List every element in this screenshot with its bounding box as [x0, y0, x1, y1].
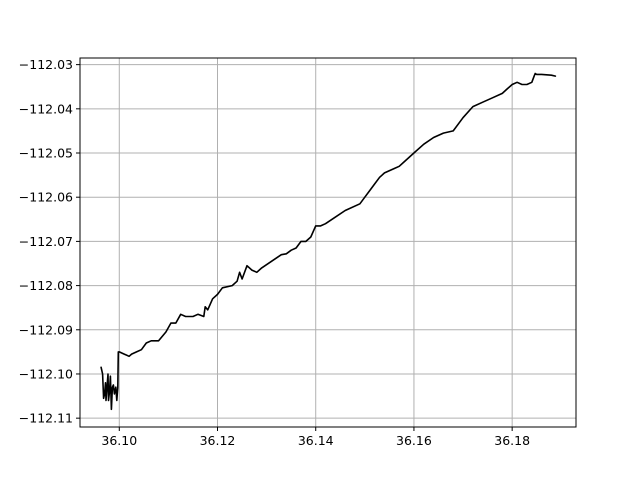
y-tick-label: −112.08: [19, 278, 73, 293]
y-axis: −112.03 −112.04 −112.05 −112.06 −112.07 −112.…: [19, 57, 80, 426]
grid: [80, 58, 576, 427]
y-tick-label: −112.07: [19, 234, 73, 249]
y-tick-label: −112.06: [19, 190, 73, 205]
series-line-0: [100, 72, 557, 411]
x-tick-label: 36.14: [298, 433, 334, 448]
x-axis: 36.10 36.12 36.14 36.16 36.18: [101, 427, 530, 448]
x-tick-label: 36.16: [396, 433, 432, 448]
x-tick-label: 36.12: [200, 433, 236, 448]
y-tick-label: −112.09: [19, 322, 73, 337]
y-tick-label: −112.03: [19, 57, 73, 72]
y-tick-label: −112.05: [19, 146, 73, 161]
plot-frame: [79, 57, 577, 428]
y-tick-label: −112.10: [19, 366, 73, 381]
x-tick-label: 36.18: [494, 433, 530, 448]
y-tick-label: −112.04: [19, 101, 73, 116]
x-tick-label: 36.10: [101, 433, 137, 448]
y-tick-label: −112.11: [19, 411, 73, 426]
series-layer: [100, 72, 557, 411]
